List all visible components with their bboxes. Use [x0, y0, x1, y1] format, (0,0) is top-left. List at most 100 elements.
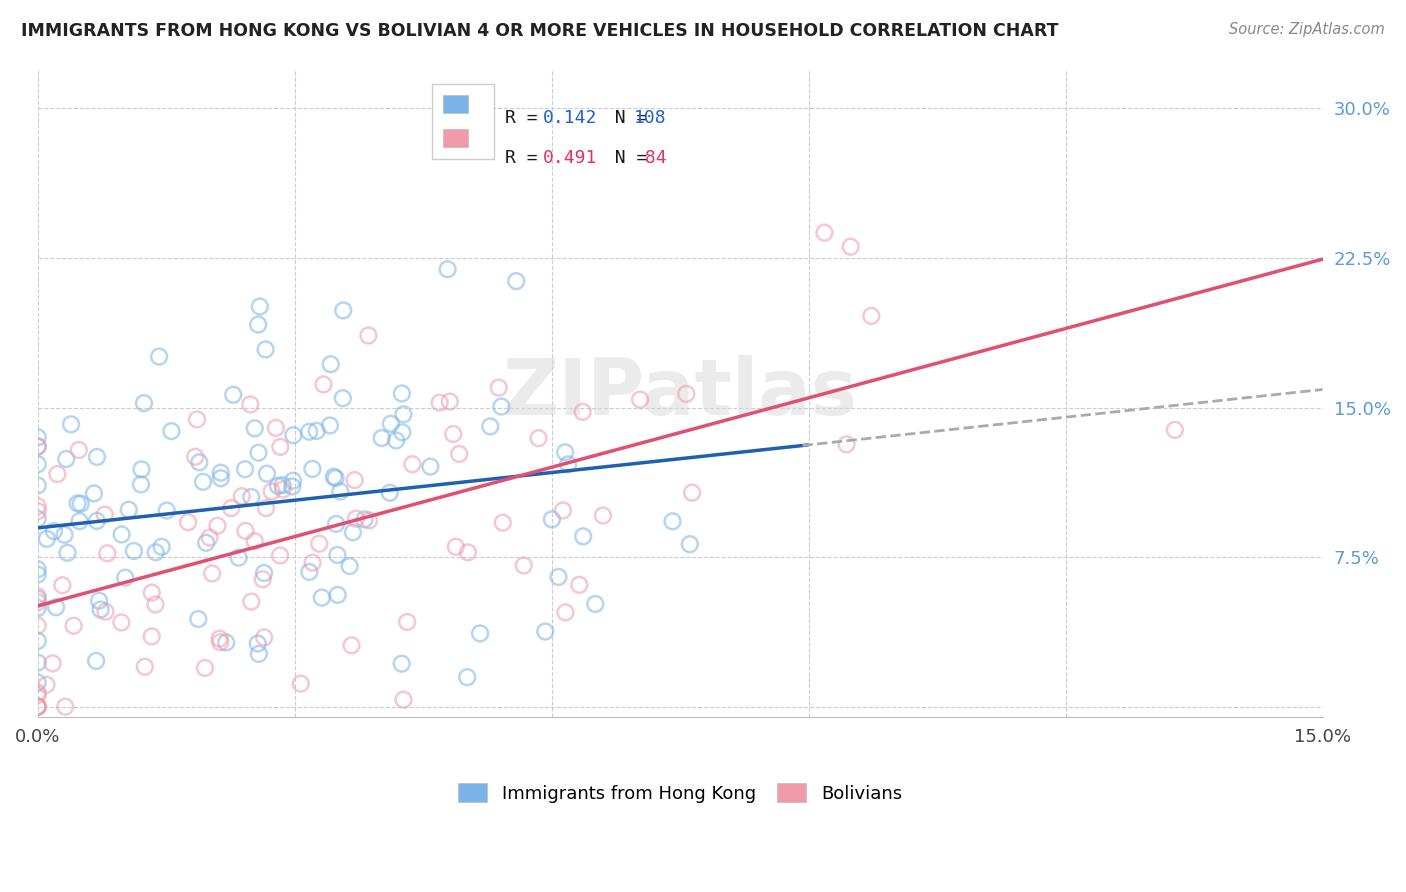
Point — [186, 412, 208, 426]
Point — [53, 527, 76, 541]
Point — [208, 632, 231, 646]
Text: N =: N = — [593, 149, 658, 167]
Text: N =: N = — [593, 109, 658, 127]
Point — [675, 387, 697, 401]
Point — [35, 678, 58, 692]
Text: Source: ZipAtlas.com: Source: ZipAtlas.com — [1229, 22, 1385, 37]
Point — [253, 566, 276, 580]
Point — [253, 631, 276, 645]
Point — [326, 548, 349, 562]
Point — [145, 545, 167, 559]
Point — [554, 445, 576, 459]
Point — [27, 618, 49, 632]
Point — [27, 430, 49, 444]
Point — [27, 478, 49, 492]
Point — [541, 512, 564, 526]
Text: R =: R = — [505, 149, 548, 167]
Text: 84: 84 — [634, 149, 666, 167]
Point — [27, 699, 49, 714]
Point — [86, 450, 108, 464]
Point — [391, 657, 413, 671]
Point — [488, 381, 510, 395]
Point — [27, 685, 49, 699]
Point — [839, 240, 862, 254]
Point — [301, 556, 323, 570]
Point — [419, 459, 441, 474]
Point — [332, 391, 354, 405]
Point — [357, 513, 380, 527]
Point — [329, 484, 352, 499]
Point — [150, 540, 173, 554]
Point — [184, 450, 207, 464]
Point — [228, 550, 250, 565]
Point — [298, 425, 321, 439]
Point — [129, 477, 152, 491]
Point — [344, 512, 367, 526]
Point — [554, 606, 576, 620]
Point — [55, 452, 77, 467]
Point — [194, 661, 217, 675]
Point — [326, 588, 349, 602]
Text: 108: 108 — [634, 109, 666, 127]
Point — [219, 501, 242, 516]
Point — [439, 394, 461, 409]
Point — [568, 578, 591, 592]
Point — [27, 591, 49, 606]
Point — [94, 605, 117, 619]
Point — [27, 595, 49, 609]
Point — [239, 397, 262, 411]
Point — [271, 483, 294, 497]
Point — [385, 434, 408, 448]
Point — [84, 654, 107, 668]
Point — [378, 485, 401, 500]
Point — [131, 462, 153, 476]
Point — [45, 600, 67, 615]
Point — [860, 309, 883, 323]
Point — [191, 475, 214, 489]
Point — [551, 503, 574, 517]
Point — [492, 516, 515, 530]
Point — [312, 377, 335, 392]
Point — [46, 467, 69, 481]
Point — [118, 502, 141, 516]
Point — [69, 514, 91, 528]
Point — [207, 518, 229, 533]
Point — [41, 657, 63, 671]
Text: R =: R = — [505, 109, 548, 127]
Point — [322, 469, 344, 483]
Point — [240, 594, 263, 608]
Point — [813, 226, 835, 240]
Point — [27, 457, 49, 471]
Point — [141, 585, 163, 599]
Point — [260, 484, 283, 499]
Point — [148, 350, 170, 364]
Point — [340, 639, 363, 653]
Point — [583, 597, 606, 611]
Text: 0.142: 0.142 — [543, 109, 598, 127]
Point — [215, 635, 238, 649]
Point — [110, 527, 132, 541]
Point — [156, 503, 179, 517]
Point — [547, 570, 569, 584]
Point — [209, 635, 232, 649]
Point — [53, 699, 76, 714]
Point — [243, 534, 266, 549]
Point — [27, 589, 49, 603]
Point — [198, 531, 221, 545]
Point — [436, 262, 458, 277]
Point — [319, 357, 342, 371]
Point — [114, 571, 136, 585]
Point — [325, 516, 347, 531]
Point — [27, 504, 49, 518]
Point — [342, 525, 364, 540]
Point — [93, 508, 115, 522]
Point — [271, 478, 294, 492]
Point — [252, 572, 274, 586]
Point — [392, 407, 415, 421]
Point — [35, 532, 58, 546]
Point — [233, 462, 256, 476]
Point — [380, 417, 402, 431]
Point — [247, 647, 270, 661]
Point — [27, 440, 49, 454]
Point — [571, 405, 593, 419]
